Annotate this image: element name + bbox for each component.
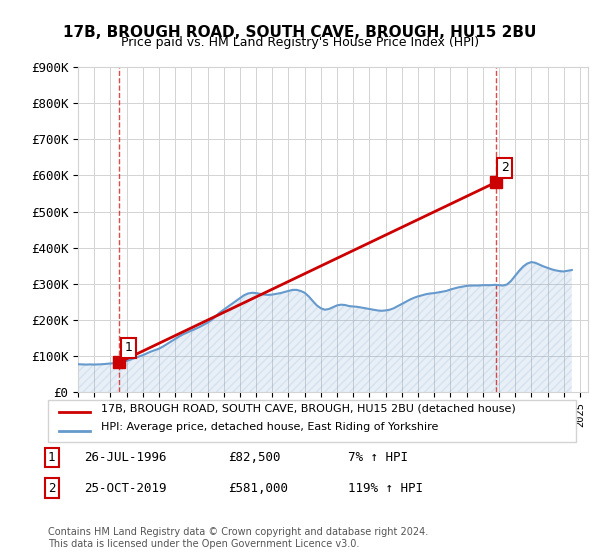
- Text: 26-JUL-1996: 26-JUL-1996: [84, 451, 167, 464]
- Text: 2: 2: [501, 161, 509, 175]
- Text: 7% ↑ HPI: 7% ↑ HPI: [348, 451, 408, 464]
- Text: HPI: Average price, detached house, East Riding of Yorkshire: HPI: Average price, detached house, East…: [101, 422, 438, 432]
- Text: £82,500: £82,500: [228, 451, 281, 464]
- Text: 1: 1: [48, 451, 56, 464]
- Text: 25-OCT-2019: 25-OCT-2019: [84, 482, 167, 494]
- Text: 1: 1: [124, 342, 132, 354]
- Text: 17B, BROUGH ROAD, SOUTH CAVE, BROUGH, HU15 2BU (detached house): 17B, BROUGH ROAD, SOUTH CAVE, BROUGH, HU…: [101, 404, 515, 414]
- Text: 17B, BROUGH ROAD, SOUTH CAVE, BROUGH, HU15 2BU: 17B, BROUGH ROAD, SOUTH CAVE, BROUGH, HU…: [64, 25, 536, 40]
- Text: £581,000: £581,000: [228, 482, 288, 494]
- Text: 119% ↑ HPI: 119% ↑ HPI: [348, 482, 423, 494]
- FancyBboxPatch shape: [48, 400, 576, 442]
- Text: Contains HM Land Registry data © Crown copyright and database right 2024.
This d: Contains HM Land Registry data © Crown c…: [48, 527, 428, 549]
- Text: Price paid vs. HM Land Registry's House Price Index (HPI): Price paid vs. HM Land Registry's House …: [121, 36, 479, 49]
- Text: 2: 2: [48, 482, 56, 494]
